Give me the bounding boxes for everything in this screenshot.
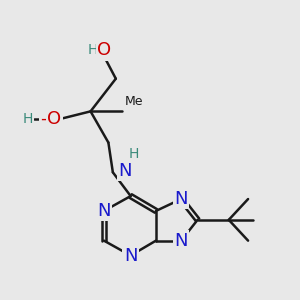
Text: H: H <box>128 147 139 161</box>
Text: O: O <box>47 110 62 128</box>
Text: Me: Me <box>125 95 143 108</box>
Text: O: O <box>98 41 112 59</box>
Text: N: N <box>124 247 137 265</box>
Text: N: N <box>175 190 188 208</box>
Text: N: N <box>118 162 132 180</box>
Text: H: H <box>22 112 33 126</box>
Text: N: N <box>97 202 111 220</box>
Text: -: - <box>40 110 47 128</box>
Text: H: H <box>87 44 98 57</box>
Text: N: N <box>175 232 188 250</box>
